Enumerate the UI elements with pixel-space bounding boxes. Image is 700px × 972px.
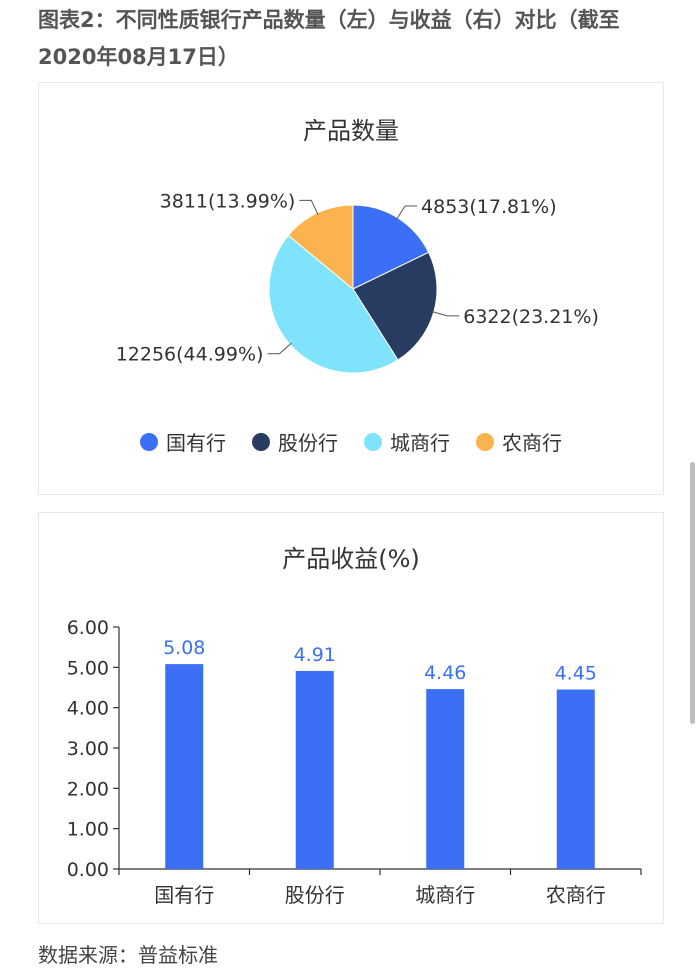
pie-data-label-nongshang: 3811(13.99%) — [160, 190, 296, 212]
pie-data-label-chengshang: 12256(44.99%) — [116, 344, 264, 366]
bar-guoyou[interactable] — [165, 664, 204, 869]
bar-gufen[interactable] — [295, 670, 334, 869]
y-tick-label: 5.00 — [67, 657, 109, 679]
legend-item-nongshang[interactable]: 农商行 — [476, 427, 562, 456]
pie-leader-line-chengshang — [267, 342, 292, 355]
pie-leader-line-guoyou — [396, 205, 418, 220]
bar-data-label-nongshang: 4.45 — [555, 663, 597, 685]
bar-chart-title: 产品收益(%) — [282, 545, 420, 573]
y-tick-label: 4.00 — [67, 698, 109, 720]
legend-label-gufen: 股份行 — [278, 431, 338, 455]
data-source-note: 数据来源：普益标准 — [38, 943, 218, 967]
bar-chart-card: 产品收益(%) 0.00 1.00 2.00 3.00 4.00 5.00 6.00 5.08… — [38, 512, 664, 924]
bar-chengshang[interactable] — [426, 689, 465, 869]
legend-item-gufen[interactable]: 股份行 — [252, 427, 338, 456]
y-tick-label: 1.00 — [67, 819, 109, 841]
legend-dot-guoyou — [140, 432, 158, 451]
y-tick-label: 6.00 — [67, 617, 109, 639]
bar-chart: 0.00 1.00 2.00 3.00 4.00 5.00 6.00 5.08 国有行 4.91 股… — [67, 617, 642, 907]
x-tick-label-nongshang: 农商行 — [546, 883, 606, 907]
scrollbar[interactable] — [690, 462, 695, 724]
bar-data-label-guoyou: 5.08 — [163, 637, 205, 659]
pie-data-label-gufen: 6322(23.21%) — [463, 306, 599, 328]
legend-dot-chengshang — [364, 432, 382, 451]
legend-label-guoyou: 国有行 — [166, 431, 226, 455]
legend-label-nongshang: 农商行 — [502, 431, 562, 455]
x-tick-label-guoyou: 国有行 — [154, 883, 214, 907]
legend-item-chengshang[interactable]: 城商行 — [364, 427, 450, 456]
bar-nongshang[interactable] — [556, 689, 595, 869]
legend-dot-nongshang — [476, 432, 494, 451]
legend-dot-gufen — [252, 432, 270, 451]
pie-chart: 4853(17.81%) 6322(23.21%) 12256(44.99%) 381… — [116, 190, 599, 374]
y-tick-label: 2.00 — [67, 778, 109, 800]
y-tick-label: 3.00 — [67, 738, 109, 760]
pie-data-label-guoyou: 4853(17.81%) — [421, 196, 557, 218]
legend-label-chengshang: 城商行 — [390, 431, 450, 455]
pie-legend: 国有行 股份行 城商行 农商行 — [39, 427, 663, 456]
y-tick-label: 0.00 — [67, 859, 109, 881]
x-tick-label-chengshang: 城商行 — [415, 883, 475, 907]
pie-chart-card: 产品数量 4853(17.81%) 6322(23.21%) 12256(44.99… — [38, 82, 664, 495]
pie-leader-line-nongshang — [299, 199, 319, 216]
pie-leader-line-gufen — [431, 310, 460, 317]
bar-data-label-gufen: 4.91 — [294, 644, 336, 666]
bar-data-label-chengshang: 4.46 — [424, 662, 466, 684]
legend-item-guoyou[interactable]: 国有行 — [140, 427, 226, 456]
page-title: 图表2：不同性质银行产品数量（左）与收益（右）对比（截至2020年08月17日） — [38, 8, 620, 69]
x-tick-label-gufen: 股份行 — [285, 883, 345, 907]
pie-chart-title: 产品数量 — [303, 117, 399, 145]
